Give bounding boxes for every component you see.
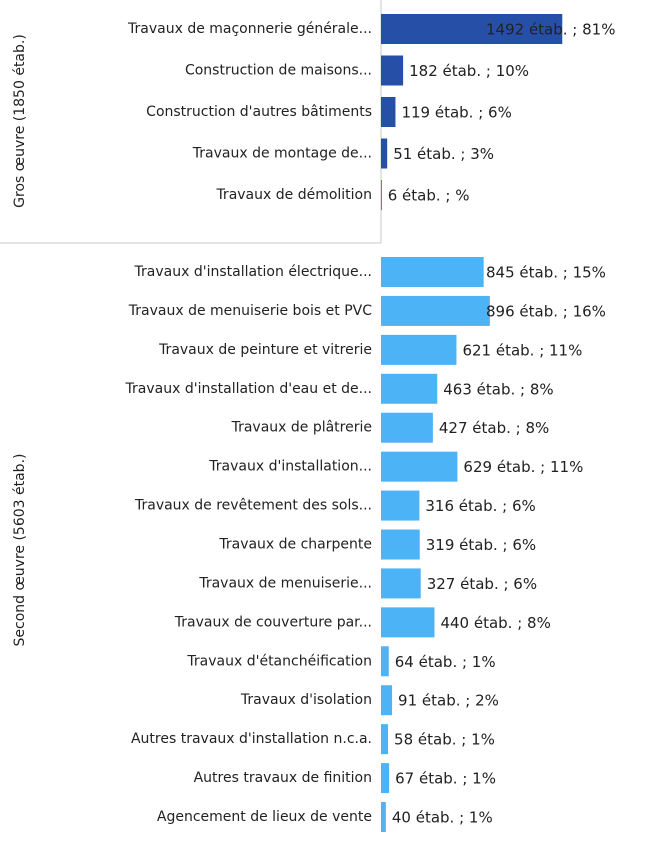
- bar: [381, 14, 563, 44]
- bar: [381, 138, 388, 169]
- category-label: Travaux de revêtement des sols...: [134, 498, 372, 514]
- bar: [381, 295, 490, 326]
- bar: [381, 802, 386, 833]
- data-label: 119 étab. ; 6%: [401, 104, 511, 122]
- category-label: Travaux de menuiserie bois et PVC: [128, 303, 372, 319]
- category-label: Travaux de démolition: [215, 187, 372, 203]
- group-label: Gros œuvre (1850 étab.): [12, 34, 28, 208]
- data-label: 91 étab. ; 2%: [398, 692, 499, 710]
- data-label: 629 étab. ; 11%: [463, 458, 583, 476]
- data-label: 896 étab. ; 16%: [486, 302, 606, 320]
- category-label: Travaux d'installation...: [208, 459, 372, 475]
- data-label: 319 étab. ; 6%: [426, 536, 536, 554]
- category-label: Autres travaux de finition: [194, 770, 372, 786]
- bar: [381, 451, 458, 482]
- bar: [381, 412, 433, 443]
- category-label: Construction de maisons...: [185, 63, 372, 79]
- data-label: 427 étab. ; 8%: [439, 419, 549, 437]
- category-label: Agencement de lieux de vente: [157, 809, 372, 825]
- category-label: Travaux de couverture par...: [174, 614, 372, 630]
- bar: [381, 257, 484, 287]
- data-label: 327 étab. ; 6%: [427, 575, 537, 593]
- bar: [381, 55, 404, 86]
- bar: [381, 568, 421, 599]
- category-label: Travaux d'étanchéification: [186, 653, 372, 669]
- bar: [381, 724, 389, 755]
- data-label: 1492 étab. ; 81%: [486, 21, 615, 39]
- category-label: Construction d'autres bâtiments: [146, 104, 372, 120]
- bar: [381, 180, 382, 210]
- category-label: Travaux de plâtrerie: [231, 420, 372, 436]
- data-label: 845 étab. ; 15%: [486, 264, 606, 282]
- data-label: 316 étab. ; 6%: [425, 497, 535, 515]
- bar: [381, 529, 420, 560]
- bar: [381, 373, 438, 404]
- category-label: Travaux de menuiserie...: [198, 575, 372, 591]
- bar: [381, 490, 420, 521]
- category-label: Travaux d'installation électrique...: [134, 264, 372, 280]
- data-label: 182 étab. ; 10%: [409, 62, 529, 80]
- data-label: 58 étab. ; 1%: [394, 731, 495, 749]
- data-label: 463 étab. ; 8%: [443, 380, 553, 398]
- group-label: Second œuvre (5603 étab.): [12, 454, 28, 647]
- data-label: 6 étab. ; %: [388, 187, 470, 205]
- data-label: 440 étab. ; 8%: [440, 614, 550, 632]
- data-label: 621 étab. ; 11%: [462, 341, 582, 359]
- category-label: Travaux de charpente: [218, 537, 372, 553]
- bar: [381, 334, 457, 365]
- data-label: 40 étab. ; 1%: [392, 809, 493, 827]
- bar: [381, 97, 396, 127]
- category-label: Travaux de maçonnerie générale...: [127, 21, 372, 37]
- category-label: Travaux de peinture et vitrerie: [158, 342, 372, 358]
- category-label: Travaux d'isolation: [240, 692, 372, 708]
- category-label: Autres travaux d'installation n.c.a.: [131, 731, 372, 747]
- category-label: Travaux de montage de...: [192, 146, 372, 162]
- category-label: Travaux d'installation d'eau et de...: [125, 381, 372, 397]
- data-label: 64 étab. ; 1%: [395, 653, 496, 671]
- bar: [381, 646, 389, 677]
- data-label: 51 étab. ; 3%: [393, 145, 494, 163]
- bar: [381, 685, 393, 716]
- data-label: 67 étab. ; 1%: [395, 770, 496, 788]
- bar: [381, 607, 435, 638]
- bar: [381, 763, 390, 794]
